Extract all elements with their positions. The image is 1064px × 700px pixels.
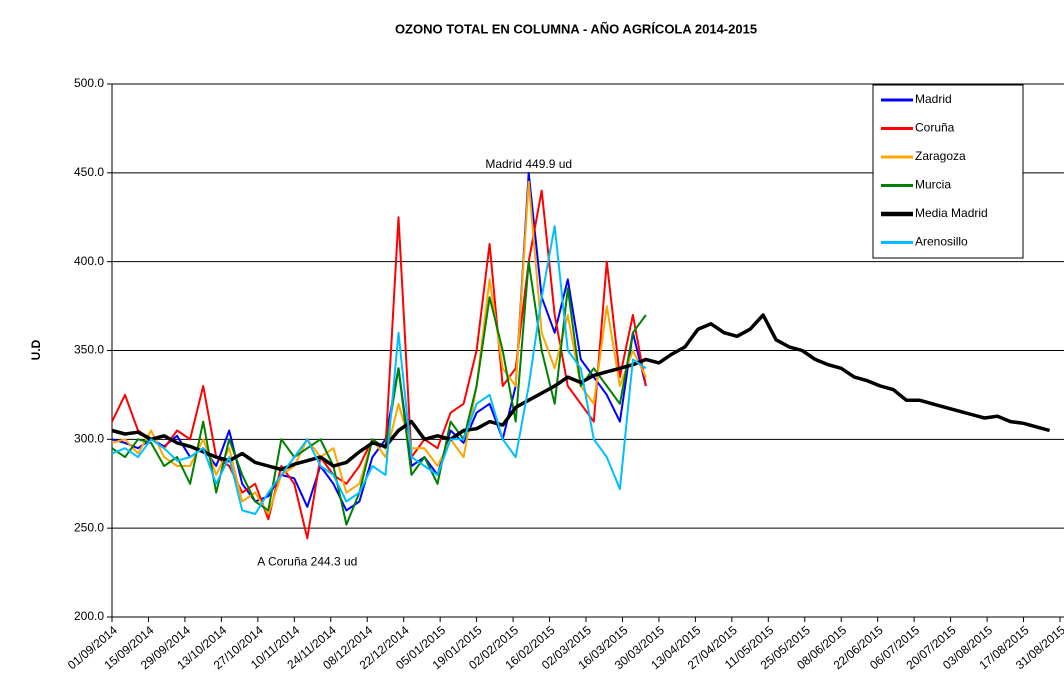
legend-label: Murcia [915,178,951,192]
y-tick-label: 500.0 [74,76,104,90]
legend-label: Madrid [915,92,952,106]
legend: Madrid Coruña Zaragoza Murcia Media Madrid Ar… [872,84,1024,259]
y-tick-label: 350.0 [74,343,104,357]
legend-box [872,84,1024,259]
legend-label: Coruña [915,121,955,135]
annotation: A Coruña 244.3 ud [257,554,357,568]
y-tick-label: 300.0 [74,432,104,446]
series-line [111,260,647,526]
y-tick-label: 200.0 [74,609,104,623]
series-line [111,225,647,515]
series-line [111,189,647,540]
y-tick-label: 450.0 [74,165,104,179]
legend-label: Arenosillo [915,235,968,249]
legend-label: Zaragoza [915,149,966,163]
legend-label: Media Madrid [915,206,988,220]
series-line [111,180,647,515]
chart-title: OZONO TOTAL EN COLUMNA - AÑO AGRÍCOLA 20… [395,21,757,36]
series-line [111,313,1051,472]
annotation: Madrid 449.9 ud [485,157,572,171]
y-tick-label: 250.0 [74,520,104,534]
y-tick-label: 400.0 [74,254,104,268]
y-axis-label: U.D [29,339,43,360]
